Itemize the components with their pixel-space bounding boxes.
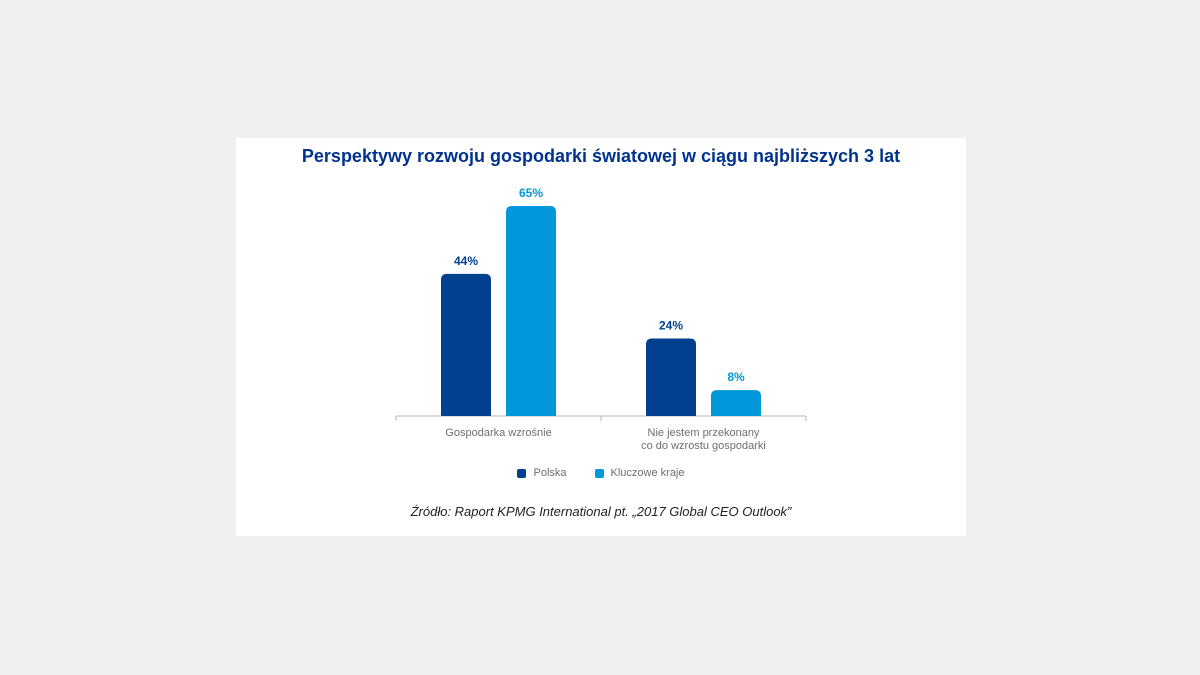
chart-legend: Polska Kluczowe kraje <box>236 467 966 479</box>
legend-item-kluczowe-kraje: Kluczowe kraje <box>594 467 685 479</box>
legend-label-polska: Polska <box>533 467 567 479</box>
data-label-polska: 44% <box>454 254 478 268</box>
bar-polska <box>441 273 491 416</box>
bar-kluczowe-kraje <box>711 390 761 416</box>
chart-card: Perspektywy rozwoju gospodarki światowej… <box>236 138 966 536</box>
legend-swatch-kluczowe-kraje <box>594 468 604 478</box>
category-label: Gospodarka wzrośnie <box>445 427 551 439</box>
source-note: Źródło: Raport KPMG International pt. „2… <box>410 504 792 519</box>
data-label-kluczowe-kraje: 8% <box>727 370 745 384</box>
legend-swatch-polska <box>517 468 527 478</box>
category-label: Nie jestem przekonany <box>648 427 760 439</box>
category-label: co do wzrostu gospodarki <box>641 440 766 452</box>
bar-kluczowe-kraje <box>506 206 556 416</box>
chart-title: Perspektywy rozwoju gospodarki światowej… <box>301 146 901 166</box>
data-label-kluczowe-kraje: 65% <box>519 186 543 200</box>
bar-chart: 44% 65% Gospodarka wzrośnie 24% 8% Nie jestem… <box>395 186 807 452</box>
bar-polska <box>646 338 696 416</box>
data-label-polska: 24% <box>659 318 683 332</box>
legend-label-kluczowe-kraje: Kluczowe kraje <box>610 467 685 479</box>
legend-item-polska: Polska <box>517 467 567 479</box>
